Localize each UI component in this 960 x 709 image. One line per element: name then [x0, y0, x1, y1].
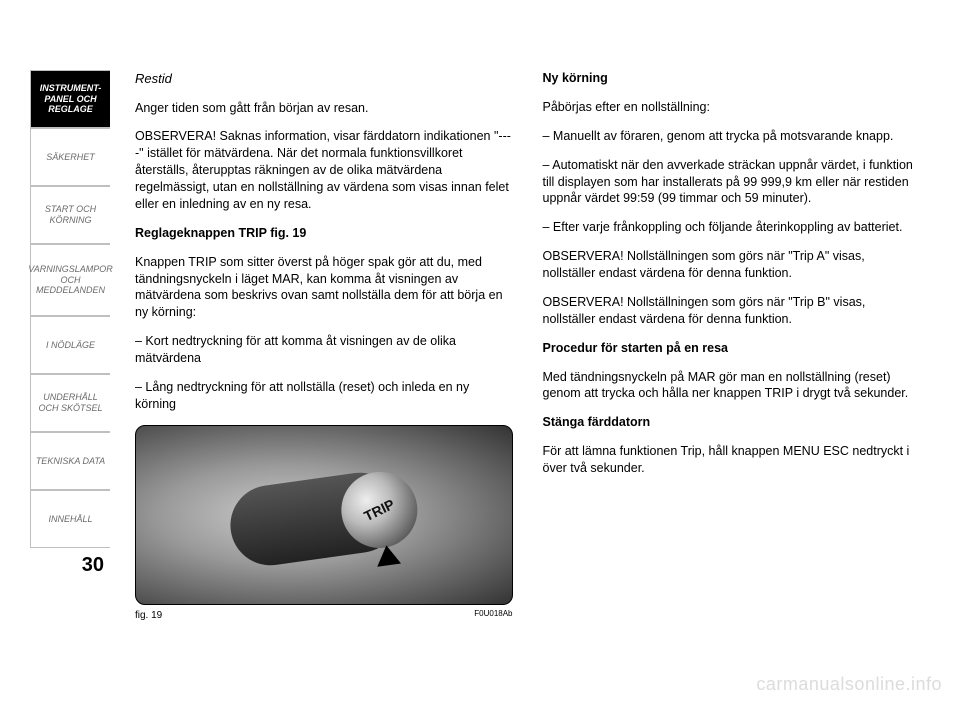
para-stanga-desc: För att lämna funktionen Trip, håll knap…	[543, 443, 921, 477]
para-procedur-desc: Med tändningsnyckeln på MAR gör man en n…	[543, 369, 921, 403]
sidebar-tab-innehall[interactable]: INNEHÅLL	[30, 490, 110, 548]
figure-19-image: TRIP	[135, 425, 513, 605]
watermark: carmanualsonline.info	[756, 674, 942, 695]
para-frankoppling: – Efter varje frånkoppling och följande …	[543, 219, 921, 236]
sidebar-tab-start[interactable]: START OCH KÖRNING	[30, 186, 110, 244]
trip-stalk-illustration: TRIP	[225, 468, 404, 571]
page-number: 30	[30, 554, 110, 577]
para-manuellt: – Manuellt av föraren, genom att trycka …	[543, 128, 921, 145]
para-observera-tripa: OBSERVERA! Nollställningen som görs när …	[543, 248, 921, 282]
para-lang-nedtryck: – Lång nedtryckning för att nollställa (…	[135, 379, 513, 413]
heading-stanga: Stänga färddatorn	[543, 414, 921, 431]
figure-19: TRIP fig. 19 F0U018Ab	[135, 425, 513, 623]
sidebar-tabs-box: INSTRUMENT- PANEL OCH REGLAGE SÄKERHET S…	[30, 70, 110, 548]
trip-knob: TRIP	[336, 467, 422, 553]
heading-reglage: Reglageknappen TRIP fig. 19	[135, 225, 513, 242]
para-paborjas: Påbörjas efter en nollställning:	[543, 99, 921, 116]
heading-procedur: Procedur för starten på en resa	[543, 340, 921, 357]
manual-page: INSTRUMENT- PANEL OCH REGLAGE SÄKERHET S…	[0, 0, 960, 709]
sidebar-tab-instrument[interactable]: INSTRUMENT- PANEL OCH REGLAGE	[30, 70, 110, 128]
sidebar-tab-tekniska[interactable]: TEKNISKA DATA	[30, 432, 110, 490]
content-area: Restid Anger tiden som gått från början …	[110, 70, 920, 689]
sidebar-tab-sakerhet[interactable]: SÄKERHET	[30, 128, 110, 186]
para-observera-1: OBSERVERA! Saknas information, visar fär…	[135, 128, 513, 212]
column-right: Ny körning Påbörjas efter en nollställni…	[543, 70, 921, 689]
arrow-up-icon	[374, 544, 401, 567]
para-reglage-desc: Knappen TRIP som sitter överst på höger …	[135, 254, 513, 322]
figure-19-caption: fig. 19 F0U018Ab	[135, 609, 513, 623]
figure-19-label: fig. 19	[135, 609, 162, 623]
para-restid-desc: Anger tiden som gått från början av resa…	[135, 100, 513, 117]
sidebar-tab-nodlage[interactable]: I NÖDLÄGE	[30, 316, 110, 374]
heading-restid: Restid	[135, 70, 513, 88]
para-kort-nedtryck: – Kort nedtryckning för att komma åt vis…	[135, 333, 513, 367]
trip-knob-label: TRIP	[361, 495, 398, 526]
figure-19-code: F0U018Ab	[474, 609, 512, 623]
para-automatiskt: – Automatiskt när den avverkade sträckan…	[543, 157, 921, 208]
sidebar-tab-varningslampor[interactable]: VARNINGSLAMPOR OCH MEDDELANDEN	[30, 244, 110, 316]
column-left: Restid Anger tiden som gått från början …	[135, 70, 513, 689]
sidebar-tabs: INSTRUMENT- PANEL OCH REGLAGE SÄKERHET S…	[30, 70, 110, 689]
heading-ny-korning: Ny körning	[543, 70, 921, 87]
para-observera-tripb: OBSERVERA! Nollställningen som görs när …	[543, 294, 921, 328]
sidebar-tab-underhall[interactable]: UNDERHÅLL OCH SKÖTSEL	[30, 374, 110, 432]
